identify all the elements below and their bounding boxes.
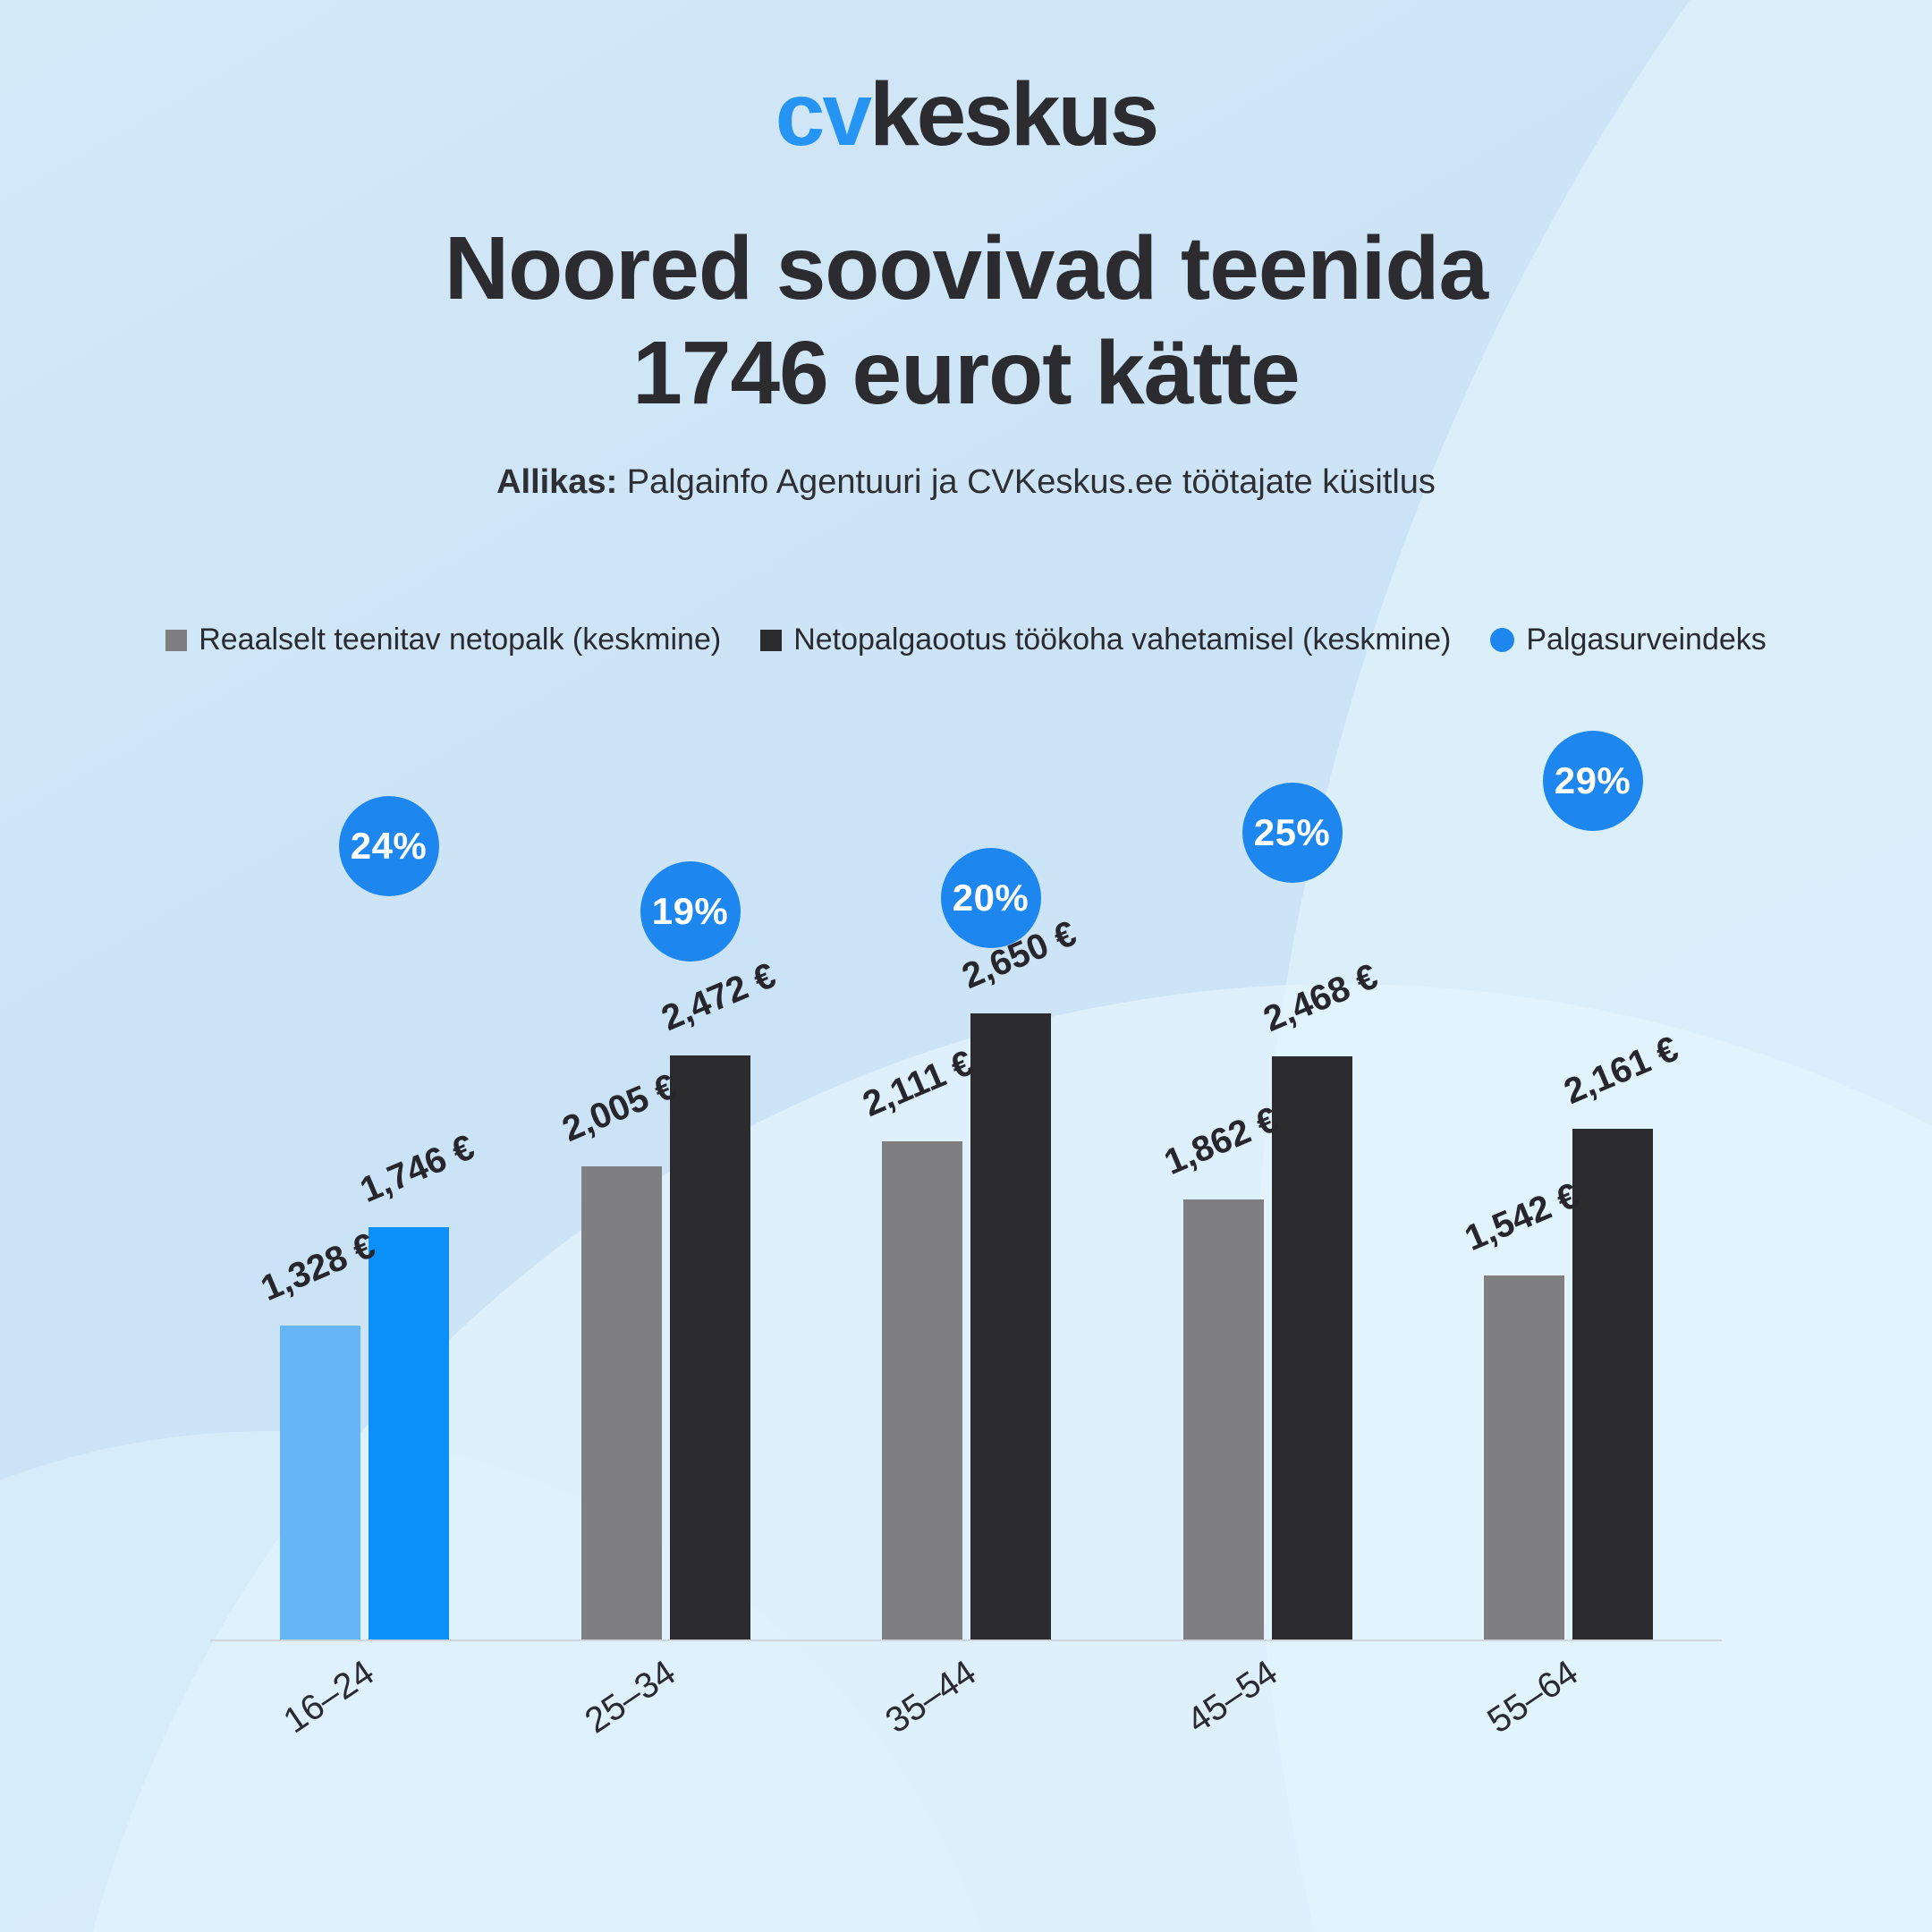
bar-actual-45-54 — [1183, 1199, 1264, 1640]
pressure-index-badge-25-34: 19% — [640, 861, 741, 962]
pressure-index-badge-16-24: 24% — [338, 796, 439, 896]
source-note: Allikas: Palgainfo Agentuuri ja CVKeskus… — [0, 463, 1932, 502]
category-label-55-64: 55–64 — [1479, 1652, 1585, 1741]
page-title-line2: 1746 eurot kätte — [632, 323, 1300, 423]
value-label-actual-35-44: 2,111 € — [857, 1043, 979, 1125]
legend-item-actual-salary: Reaalselt teenitav netopalk (keskmine) — [165, 623, 721, 657]
brand-logo-cv: cv — [775, 64, 872, 165]
legend-item-pressure-index: Palgasurveindeks — [1490, 623, 1767, 657]
brand-logo-keskus: keskus — [869, 64, 1159, 165]
value-label-expected-45-54: 2,468 € — [1258, 956, 1384, 1040]
bar-expected-25-34 — [670, 1055, 750, 1640]
pressure-index-badge-45-54: 25% — [1241, 783, 1343, 884]
value-label-expected-55-64: 2,161 € — [1558, 1029, 1684, 1113]
category-label-35-44: 35–44 — [877, 1652, 983, 1741]
value-label-expected-25-34: 2,472 € — [656, 955, 782, 1039]
value-label-actual-16-24: 1,328 € — [255, 1225, 381, 1309]
legend-label-expected-salary: Netopalgaootus töökoha vahetamisel (kesk… — [793, 623, 1452, 657]
pressure-index-badge-55-64: 29% — [1542, 731, 1643, 831]
bar-expected-35-44 — [970, 1013, 1051, 1640]
legend-item-expected-salary: Netopalgaootus töökoha vahetamisel (kesk… — [760, 623, 1451, 657]
bar-expected-45-54 — [1272, 1056, 1352, 1640]
legend-label-actual-salary: Reaalselt teenitav netopalk (keskmine) — [199, 623, 722, 657]
bar-actual-25-34 — [581, 1166, 662, 1640]
bar-expected-55-64 — [1572, 1129, 1653, 1640]
legend-square-gray-icon — [165, 629, 188, 651]
category-label-25-34: 25–34 — [577, 1652, 682, 1741]
bar-actual-16-24 — [280, 1326, 360, 1640]
x-axis-line — [210, 1640, 1722, 1641]
source-note-label: Allikas: — [496, 463, 618, 501]
legend-label-pressure-index: Palgasurveindeks — [1526, 623, 1767, 657]
category-label-16-24: 16–24 — [275, 1652, 381, 1741]
value-label-expected-16-24: 1,746 € — [354, 1127, 480, 1211]
legend-square-dark-icon — [760, 629, 783, 651]
category-label-45-54: 45–54 — [1179, 1652, 1284, 1741]
chart-legend: Reaalselt teenitav netopalk (keskmine) N… — [0, 623, 1932, 657]
value-label-actual-55-64: 1,542 € — [1459, 1175, 1585, 1259]
pressure-index-badge-35-44: 20% — [940, 848, 1041, 949]
value-label-actual-45-54: 1,862 € — [1158, 1099, 1284, 1183]
value-label-actual-25-34: 2,005 € — [556, 1066, 682, 1150]
bar-actual-55-64 — [1484, 1275, 1564, 1640]
legend-circle-blue-icon — [1490, 628, 1515, 652]
source-note-text: Palgainfo Agentuuri ja CVKeskus.ee tööta… — [626, 463, 1436, 501]
bar-actual-35-44 — [882, 1141, 962, 1640]
page-title: Noored soovivad teenida 1746 eurot kätte — [0, 216, 1932, 426]
brand-logo: cvkeskus — [0, 70, 1932, 159]
page-title-line1: Noored soovivad teenida — [444, 218, 1488, 318]
bar-expected-16-24 — [369, 1227, 449, 1640]
